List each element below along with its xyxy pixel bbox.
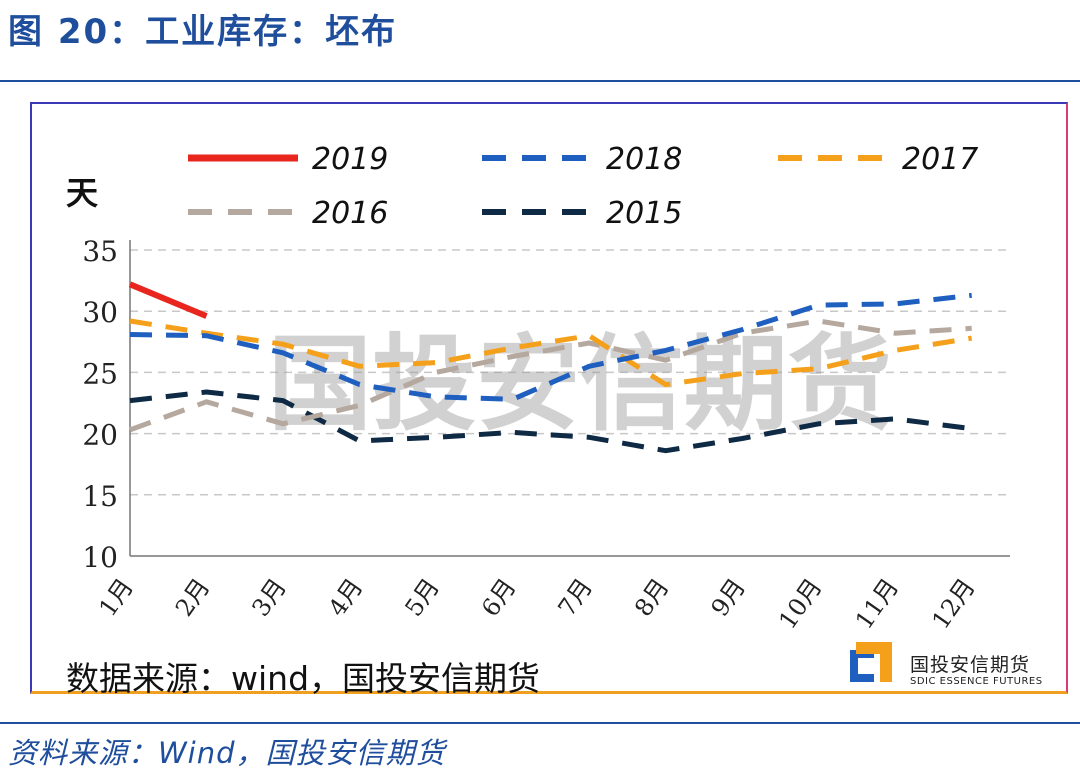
source-divider: [0, 722, 1080, 724]
x-tick-label-12: 12月: [926, 573, 980, 634]
series-line-2018: [129, 292, 972, 402]
y-axis-label: 天: [66, 174, 98, 212]
x-tick-label-8: 8月: [629, 573, 674, 621]
x-tick-label-1: 1月: [93, 573, 138, 621]
x-tick-label-2: 2月: [170, 573, 215, 621]
x-tick-label-11: 11月: [850, 573, 904, 634]
figure-source: 资料来源：Wind，国投安信期货: [8, 736, 446, 770]
series-line-2015: [129, 389, 973, 454]
legend-label-2017: 2017: [902, 142, 978, 177]
x-tick-label-10: 10月: [773, 573, 827, 634]
y-tick-label-10: 10: [82, 541, 118, 574]
series-line-2019: [128, 281, 208, 319]
series-line-2017: [129, 318, 973, 388]
x-tick-label-6: 6月: [476, 573, 521, 621]
legend-label-2015: 2015: [606, 196, 682, 231]
chart-frame: [30, 102, 1068, 694]
logo-name-cn: 国投安信期货: [910, 654, 1031, 676]
y-tick-label-15: 15: [82, 480, 118, 513]
title-divider: [0, 80, 1080, 82]
sdic-logo-icon: [850, 642, 892, 682]
x-tick-label-3: 3月: [246, 573, 291, 621]
x-tick-label-7: 7月: [553, 573, 598, 621]
legend-label-2019: 2019: [312, 142, 388, 177]
logo-name-en: SDIC ESSENCE FUTURES: [910, 676, 1043, 687]
x-tick-label-9: 9月: [706, 573, 751, 621]
y-tick-label-30: 30: [82, 296, 118, 329]
watermark: 国投安信期货: [268, 323, 892, 445]
x-tick-label-4: 4月: [323, 573, 368, 621]
x-tick-label-5: 5月: [400, 573, 445, 621]
y-tick-label-25: 25: [82, 357, 118, 390]
chart-source-note: 数据来源：wind，国投安信期货: [66, 659, 541, 698]
y-tick-label-20: 20: [82, 419, 118, 452]
legend-label-2018: 2018: [606, 142, 682, 177]
series-line-2016: [129, 318, 972, 433]
y-tick-label-35: 35: [82, 235, 118, 268]
legend-label-2016: 2016: [312, 196, 388, 231]
figure-title: 图 20：工业库存：坯布: [8, 12, 398, 52]
